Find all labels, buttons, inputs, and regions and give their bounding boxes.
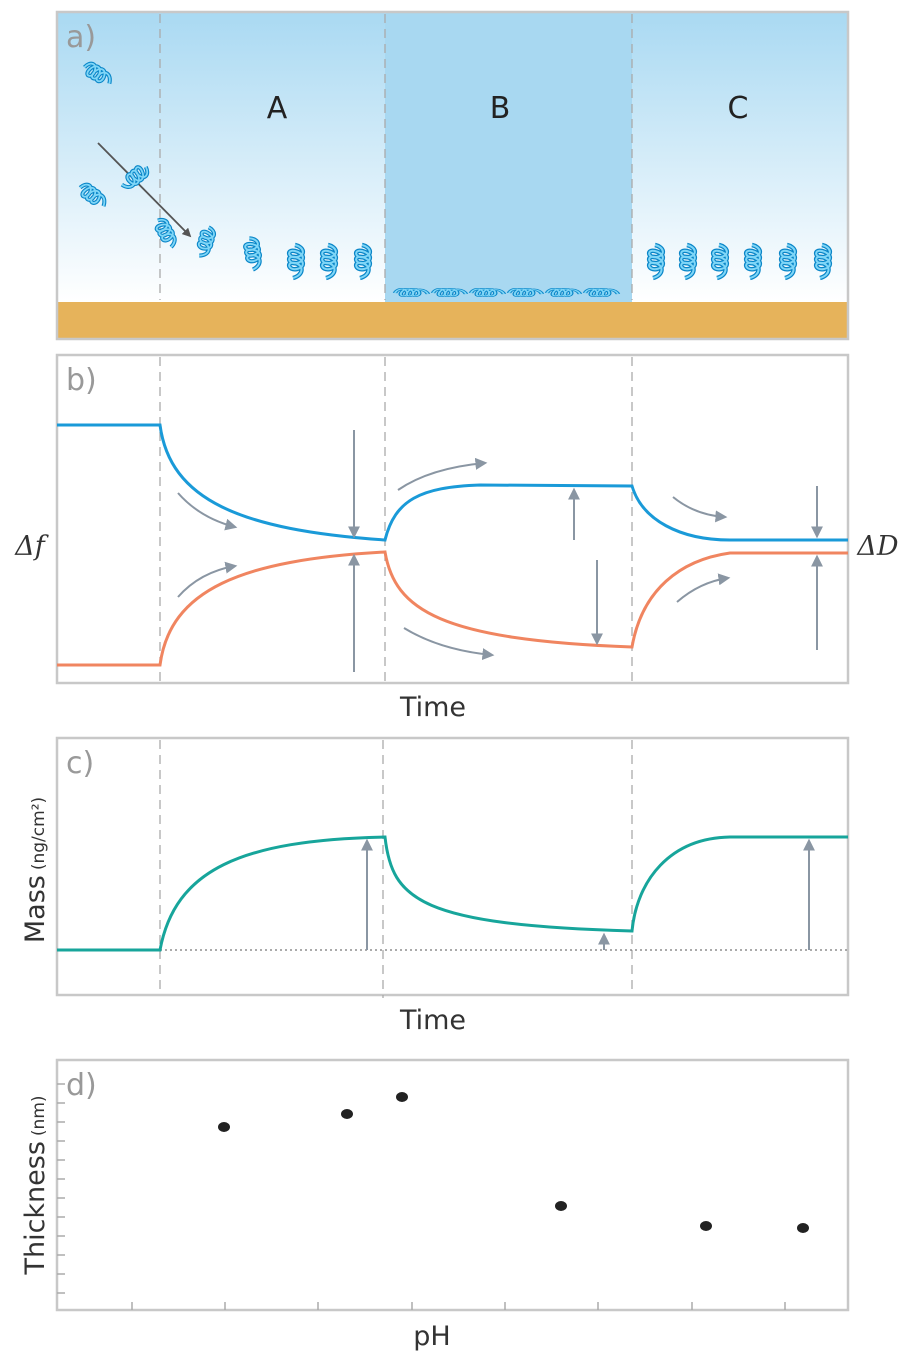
- y-axis-unit: (ng/cm²): [29, 797, 49, 870]
- region-label: B: [490, 91, 511, 126]
- right-axis-label: ΔD: [856, 531, 898, 562]
- x-axis-label: Time: [399, 692, 466, 723]
- y-axis-title: Thickness: [20, 1141, 51, 1275]
- region-b-fill: [385, 12, 632, 302]
- panel-a: a) A B C: [57, 12, 848, 339]
- panel-label: b): [66, 363, 97, 398]
- panel-d: d) Thickness (nm) pH: [20, 1060, 848, 1352]
- mass-curve: [57, 837, 848, 950]
- x-axis-label: pH: [413, 1321, 450, 1352]
- panel-label: d): [66, 1068, 97, 1103]
- figure: a) A B C b): [0, 0, 900, 1355]
- panel-frame: [57, 355, 848, 683]
- panel-c: c) Mass (ng/cm²) Time: [20, 738, 848, 1036]
- panel-label: c): [66, 746, 94, 781]
- point: [797, 1223, 809, 1233]
- y-axis-label: Thickness (nm): [20, 1095, 51, 1275]
- x-axis-label: Time: [399, 1005, 466, 1036]
- y-axis-label: Mass (ng/cm²): [20, 797, 51, 943]
- points: [218, 1092, 809, 1233]
- left-axis-label: Δf: [14, 531, 48, 562]
- region-label: A: [267, 91, 288, 126]
- point: [555, 1201, 567, 1211]
- panel-label: a): [66, 20, 96, 55]
- region-label: C: [728, 91, 749, 126]
- point: [700, 1221, 712, 1231]
- panel-frame: [57, 738, 848, 995]
- point: [218, 1122, 230, 1132]
- y-axis-title: Mass: [20, 875, 51, 943]
- panel-frame: [57, 1060, 848, 1310]
- point: [396, 1092, 408, 1102]
- substrate: [57, 302, 848, 339]
- y-axis-unit: (nm): [29, 1095, 49, 1136]
- frequency-curve: [57, 425, 848, 540]
- panel-b: b) Δf ΔD Time: [14, 355, 899, 723]
- point: [341, 1109, 353, 1119]
